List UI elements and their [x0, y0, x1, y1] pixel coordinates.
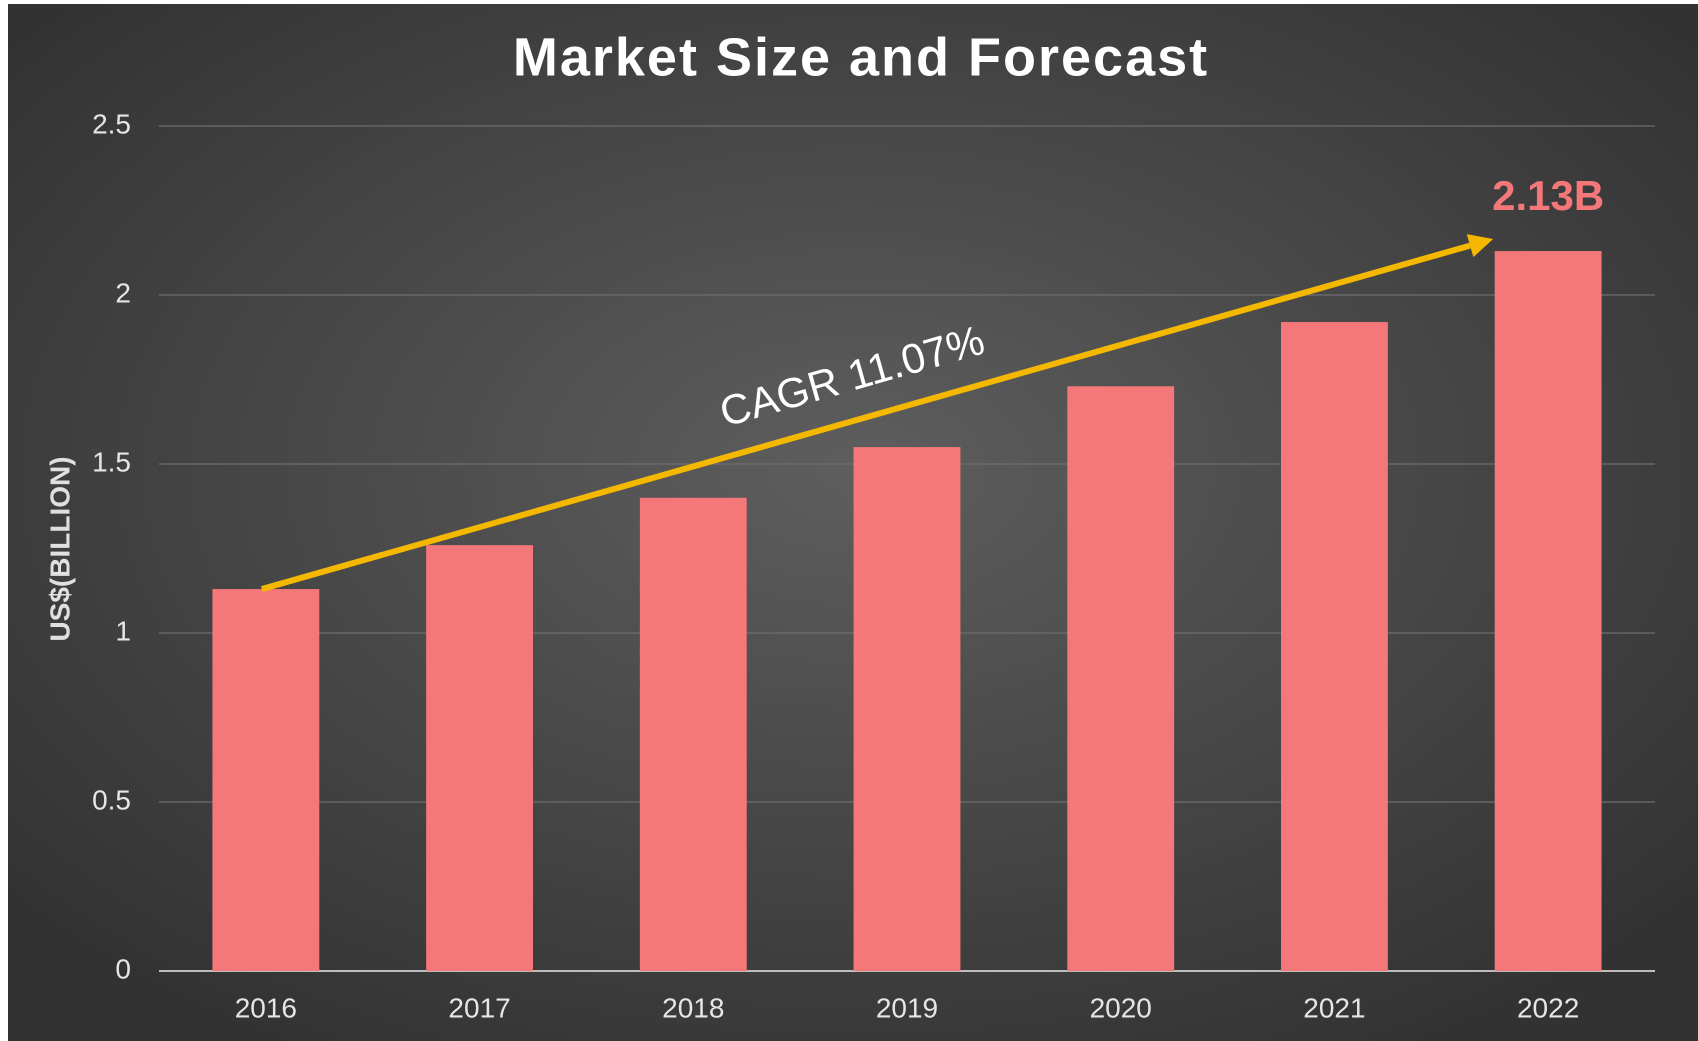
cagr-arrow-head — [1466, 234, 1494, 258]
x-tick-label: 2018 — [662, 992, 724, 1023]
value-label: 2.13B — [1492, 172, 1604, 219]
x-tick-label: 2017 — [448, 992, 510, 1023]
bar — [1067, 386, 1175, 971]
x-tick-label: 2020 — [1090, 992, 1152, 1023]
bar — [212, 589, 320, 971]
x-tick-label: 2016 — [235, 992, 297, 1023]
y-tick-label: 0.5 — [92, 784, 131, 815]
bar — [639, 497, 747, 971]
chart-title: Market Size and Forecast — [513, 27, 1209, 87]
y-tick-label: 1 — [115, 615, 131, 646]
x-tick-label: 2021 — [1303, 992, 1365, 1023]
bar — [1494, 251, 1602, 971]
bar — [853, 447, 961, 972]
x-tick-label: 2022 — [1517, 992, 1579, 1023]
y-tick-label: 2 — [115, 277, 131, 308]
y-axis-label: US$(BILLION) — [44, 456, 75, 641]
cagr-arrow — [261, 242, 1471, 592]
y-tick-label: 1.5 — [92, 446, 131, 477]
bar — [1281, 322, 1388, 971]
bar — [426, 545, 533, 971]
y-tick-label: 0 — [115, 953, 131, 984]
y-tick-label: 2.5 — [92, 108, 131, 139]
x-tick-label: 2019 — [876, 992, 938, 1023]
